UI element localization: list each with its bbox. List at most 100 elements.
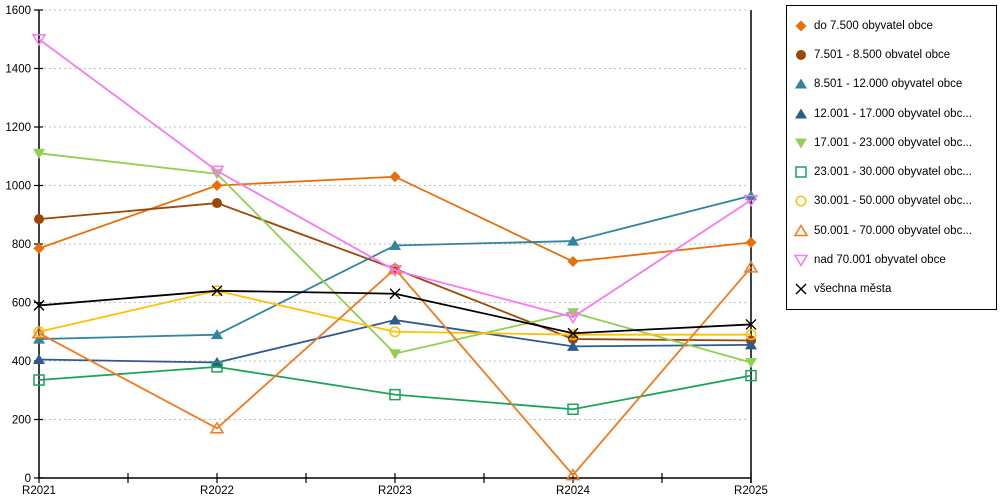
diamond-marker-icon (745, 237, 757, 249)
legend-item: 7.501 - 8.500 obvatel obce (793, 47, 990, 63)
diamond-marker-icon (389, 171, 401, 183)
circle-open-marker-icon (567, 329, 579, 341)
legend-item-label: všechna města (814, 283, 892, 296)
y-tick-label: 400 (12, 356, 31, 368)
triangle-down-open-legend-icon (793, 254, 809, 267)
series (33, 171, 757, 268)
series-line (38, 365, 752, 411)
triangle-up-open-legend-icon (793, 223, 809, 236)
series (33, 285, 757, 339)
legend-item-label: 17.001 - 23.000 obyvatel obc... (814, 136, 972, 149)
series-line (38, 266, 752, 477)
legend-item-label: 50.001 - 70.000 obyvatel obc... (814, 224, 972, 237)
triangle-down-open-marker-icon (387, 265, 403, 278)
square-open-marker-icon (795, 166, 807, 178)
triangle-up-marker-icon (567, 235, 579, 246)
legend-item: 50.001 - 70.000 obyvatel obc... (793, 223, 990, 239)
y-tick-label: 600 (12, 298, 31, 310)
triangle-up-open-marker-icon (31, 326, 47, 339)
x-tick-label: R2021 (22, 485, 56, 497)
x-tick-label: R2022 (200, 485, 234, 497)
circle-marker-icon (34, 214, 44, 225)
triangle-down-open-marker-icon (565, 311, 581, 325)
circle-legend-icon (796, 49, 806, 60)
diamond-marker-icon (567, 256, 579, 268)
triangle-down-open-marker-icon (793, 254, 809, 267)
triangle-down-marker-icon (745, 357, 757, 368)
legend-item-label: 30.001 - 50.000 obyvatel obc... (814, 195, 972, 208)
triangle-down-marker-icon (33, 148, 45, 159)
square-open-legend-icon (795, 166, 807, 178)
x-tick-label: R2025 (734, 485, 768, 497)
legend-item: nad 70.001 obyvatel obce (793, 252, 990, 268)
line-chart: 0 200 400 600 800 1000 1200 1400 1600 R2021 R2022 R… (5, 5, 768, 497)
triangle-down-open-marker-icon (209, 165, 225, 178)
circle-marker-icon (212, 198, 222, 209)
triangle-down-marker-icon (389, 349, 401, 360)
x-marker-icon (745, 318, 757, 330)
series (33, 285, 757, 341)
triangle-down-open-marker-icon (31, 34, 47, 47)
triangle-up-marker-icon (33, 354, 45, 365)
legend-item-label: 23.001 - 30.000 obyvatel obc... (814, 166, 972, 179)
circle-open-marker-icon (745, 329, 757, 341)
legend-item: 23.001 - 30.000 obyvatel obc... (793, 164, 990, 180)
y-tick-label: 1600 (5, 5, 31, 17)
square-open-marker-icon (211, 361, 223, 373)
x-tick-label: R2024 (556, 485, 590, 497)
circle-open-legend-icon (795, 195, 807, 207)
triangle-up-legend-icon (795, 78, 807, 89)
y-tick-label: 1200 (5, 122, 31, 134)
series-line (38, 38, 752, 319)
triangle-down-open-marker-icon (743, 194, 759, 208)
legend-item-label: 12.001 - 17.000 obyvatel obc... (814, 107, 972, 120)
diamond-marker-icon (33, 242, 45, 254)
y-tick-label: 1400 (5, 64, 31, 76)
triangle-up-marker-icon (33, 333, 45, 344)
triangle-down-legend-icon (795, 138, 807, 149)
legend-item-label: 8.501 - 12.000 obyvatel obce (814, 78, 963, 91)
legend-item-label: nad 70.001 obyvatel obce (814, 254, 946, 267)
triangle-up-legend-icon (795, 108, 807, 119)
x-marker-icon (567, 327, 579, 339)
circle-open-marker-icon (795, 195, 807, 207)
series (33, 148, 757, 368)
y-tick-label: 1000 (5, 181, 31, 193)
diamond-marker-icon (795, 20, 807, 32)
series-line (38, 289, 751, 336)
triangle-up-marker-icon (567, 340, 579, 351)
x-marker-icon (389, 288, 401, 300)
x-legend-icon (795, 283, 807, 295)
square-open-marker-icon (33, 374, 45, 386)
y-tick-label: 0 (25, 473, 31, 485)
legend-item: 17.001 - 23.000 obyvatel obc... (793, 135, 990, 151)
legend-item-label: do 7.500 obyvatel obce (814, 19, 933, 32)
circle-open-marker-icon (389, 326, 401, 338)
series (31, 260, 759, 481)
square-open-marker-icon (745, 369, 757, 382)
legend-item: 12.001 - 17.000 obyvatel obc... (793, 106, 990, 122)
legend-item: do 7.500 obyvatel obce (793, 18, 990, 34)
triangle-up-marker-icon (795, 108, 807, 119)
y-tick-label: 800 (12, 239, 31, 251)
triangle-up-marker-icon (745, 339, 757, 350)
y-tick-label: 200 (12, 415, 31, 427)
legend: do 7.500 obyvatel obce 7.501 - 8.500 obva… (786, 5, 997, 310)
diamond-legend-icon (795, 20, 807, 32)
diamond-marker-icon (211, 180, 223, 191)
triangle-up-open-marker-icon (565, 468, 581, 481)
legend-item: 8.501 - 12.000 obyvatel obce (793, 76, 990, 92)
series (33, 361, 757, 416)
legend-item: 30.001 - 50.000 obyvatel obc... (793, 193, 990, 209)
triangle-up-marker-icon (795, 78, 807, 89)
x-marker-icon (211, 285, 223, 297)
triangle-up-open-marker-icon (209, 421, 225, 434)
circle-marker-icon (796, 49, 806, 60)
x-tick-label: R2023 (378, 485, 412, 497)
triangle-up-marker-icon (389, 314, 401, 325)
triangle-up-open-marker-icon (793, 223, 809, 236)
triangle-up-open-marker-icon (743, 260, 759, 273)
legend-item-label: 7.501 - 8.500 obvatel obce (814, 48, 951, 61)
triangle-up-marker-icon (389, 239, 401, 250)
